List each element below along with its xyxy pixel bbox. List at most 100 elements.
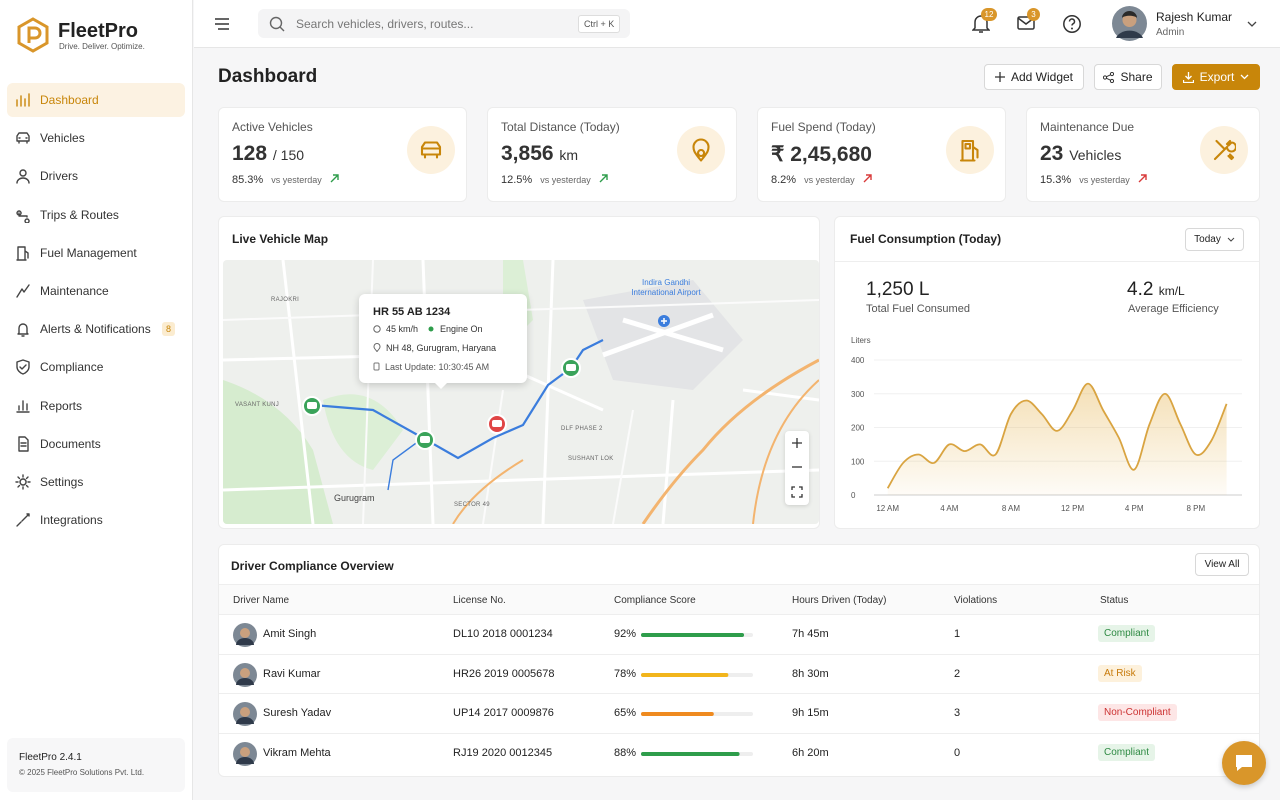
column-header: Driver Name — [233, 595, 290, 606]
kpi-value: 3,856 km — [501, 142, 578, 166]
kpi-card: Fuel Spend (Today) ₹ 2,45,680 8.2% vs yest… — [757, 107, 1006, 202]
total-fuel-unit: L — [918, 279, 930, 300]
violations: 3 — [954, 707, 961, 719]
logo-icon — [17, 17, 49, 53]
score-label: 78% — [614, 667, 637, 680]
x-tick-label: 12 PM — [1061, 504, 1084, 513]
kpi-number: 3,856 — [501, 142, 554, 165]
score-fill — [641, 633, 745, 637]
nav-icon — [16, 132, 30, 144]
nav-label: Vehicles — [40, 131, 85, 146]
export-button[interactable]: Export — [1172, 64, 1260, 90]
kpi-glyph-glyph — [1213, 139, 1236, 161]
kpi-value: 128 / 150 — [232, 142, 304, 166]
nav-item[interactable]: Vehicles — [7, 121, 185, 155]
nav-item[interactable]: Reports — [7, 389, 185, 423]
nav-icon-glyph — [16, 169, 30, 185]
score-bar — [641, 633, 753, 637]
driver-name: Vikram Mehta — [263, 746, 331, 759]
zoom-in[interactable] — [792, 438, 802, 448]
map[interactable]: RAJOKRI Indira Gandhi International Airp… — [223, 260, 819, 524]
help-button[interactable] — [1062, 14, 1082, 34]
nav-item[interactable]: Maintenance — [7, 274, 185, 308]
driver-avatar — [233, 741, 257, 766]
status-badge: At Risk — [1098, 664, 1142, 682]
nav-item[interactable]: Settings — [7, 465, 185, 499]
kpi-unit: Vehicles — [1069, 147, 1122, 163]
score-fill — [641, 672, 729, 677]
y-tick-label: 100 — [851, 457, 865, 466]
view-all-button[interactable]: View All — [1195, 553, 1249, 576]
nav-item[interactable]: Integrations — [7, 503, 185, 537]
popup-vehicle: HR 55 AB 1234 — [373, 306, 451, 318]
button-label: Export — [1199, 70, 1235, 84]
popup-state: Engine On — [440, 324, 483, 334]
kpi-number: 128 — [232, 142, 268, 165]
share-button[interactable]: Share — [1094, 64, 1162, 90]
vehicle-marker[interactable] — [302, 396, 322, 416]
vehicle-marker-alert[interactable] — [487, 414, 507, 434]
map-tiles — [223, 260, 819, 524]
fullscreen[interactable] — [791, 486, 803, 498]
menu-button[interactable] — [214, 17, 230, 31]
kpi-compare: vs yesterday — [804, 175, 855, 185]
sidebar: FleetPro Drive. Deliver. Optimize. Fleet… — [0, 0, 193, 800]
score-bar — [641, 672, 753, 677]
kpi-value: ₹ 2,45,680 — [771, 142, 872, 167]
kpi-glyph — [959, 139, 979, 162]
nav-item[interactable]: Trips & Routes — [7, 198, 185, 232]
nav-item[interactable]: Alerts & Notifications 8 — [7, 312, 185, 346]
notifications-badge: 12 — [981, 8, 997, 21]
status-badge: Compliant — [1098, 625, 1156, 642]
nav-label: Trips & Routes — [40, 207, 119, 222]
search-box[interactable]: Search vehicles, drivers, routes... Ctrl… — [258, 9, 630, 38]
user-name: Rajesh Kumar — [1156, 10, 1233, 24]
map-label: VASANT KUNJ — [235, 402, 280, 408]
nav-item[interactable]: Dashboard — [7, 83, 185, 117]
chat-button[interactable] — [1222, 741, 1266, 785]
brand: FleetPro — [58, 20, 139, 42]
popup-speed: 45 km/h — [386, 324, 419, 334]
nav-label: Alerts & Notifications — [40, 322, 151, 337]
nav-item[interactable]: Compliance — [7, 350, 185, 384]
kpi-card: Total Distance (Today) 3,856 km 12.5% vs ye… — [487, 107, 737, 202]
popup-location-row: NH 48, Gurugram, Haryana — [373, 343, 496, 353]
kpi-glyph-glyph — [692, 138, 710, 162]
add-widget-button[interactable]: Add Widget — [984, 64, 1084, 90]
period-label: Today — [1194, 234, 1221, 245]
nav-item[interactable]: Drivers — [7, 159, 185, 193]
vehicle-marker[interactable] — [561, 358, 581, 378]
search-icon — [269, 16, 285, 32]
kpi-label: Total Distance (Today) — [501, 120, 620, 134]
score-bar — [641, 751, 753, 756]
nav-label: Integrations — [40, 513, 103, 528]
nav-item[interactable]: Fuel Management — [7, 236, 185, 270]
column-header: Violations — [954, 595, 998, 606]
driver-name: Amit Singh — [263, 628, 317, 640]
vehicle-marker[interactable] — [415, 430, 435, 450]
topbar: Search vehicles, drivers, routes... Ctrl… — [194, 0, 1280, 48]
user-avatar[interactable] — [1112, 6, 1147, 41]
nav-item[interactable]: Documents — [7, 427, 185, 461]
hours: 9h 15m — [792, 707, 829, 719]
efficiency-unit: km/L — [1158, 284, 1185, 298]
plus-icon — [994, 72, 1005, 82]
kpi-change: 85.3% vs yesterday — [232, 174, 339, 186]
kpi-change-value: 85.3% — [232, 174, 264, 186]
zoom-controls — [785, 431, 809, 505]
user-menu-chevron[interactable] — [1247, 20, 1257, 28]
share-icon — [1103, 71, 1115, 83]
zoom-out[interactable] — [792, 462, 802, 472]
kpi-number: ₹ 2,45,680 — [771, 143, 872, 166]
trend-arrow — [599, 174, 608, 183]
page-title: Dashboard — [218, 66, 318, 87]
popup-pointer — [434, 382, 448, 389]
nav-icon-glyph — [15, 474, 31, 490]
period-select[interactable]: Today — [1185, 228, 1244, 251]
map-label: RAJOKRI — [271, 297, 300, 303]
nav-icon-glyph — [16, 399, 30, 413]
nav-icon-glyph — [16, 246, 29, 261]
total-fuel-label: Total Fuel Consumed — [866, 303, 970, 315]
kpi-icon — [677, 126, 725, 174]
line — [886, 382, 1228, 489]
